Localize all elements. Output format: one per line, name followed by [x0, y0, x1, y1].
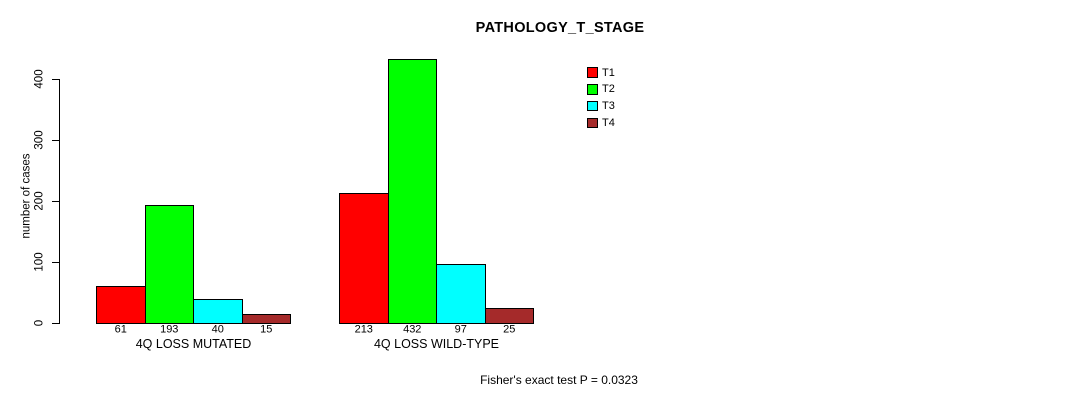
bar-t2-group1 [144, 205, 194, 324]
bar-value-label: 97 [454, 323, 467, 336]
bar-value-label: 15 [260, 323, 273, 336]
legend-label-t2: T2 [602, 83, 615, 96]
legend-swatch-t3 [587, 100, 598, 112]
y-axis-tick-label: 400 [32, 69, 45, 89]
y-axis-tick [51, 323, 59, 324]
bar-value-label: 193 [160, 323, 179, 336]
legend-swatch-t2 [587, 84, 598, 95]
y-axis-tick [51, 78, 59, 80]
category-label-group1: 4Q LOSS MUTATED [135, 336, 252, 351]
bar-value-label: 432 [403, 323, 422, 336]
y-axis-tick-label: 300 [32, 130, 45, 150]
legend-label-t1: T1 [602, 66, 615, 79]
bar-t3-group1 [193, 298, 243, 324]
y-axis-tick [51, 139, 59, 141]
chart-title: PATHOLOGY_T_STAGE [475, 20, 645, 36]
y-axis-label: number of cases [20, 153, 33, 239]
bar-t1-group2 [339, 192, 389, 324]
legend-label-t4: T4 [602, 116, 615, 129]
legend-item-t2: T2 [587, 83, 615, 95]
fisher-test-annotation: Fisher's exact test P = 0.0323 [480, 373, 638, 387]
legend-swatch-t4 [587, 117, 598, 129]
bar-t4-group2 [484, 307, 534, 324]
bar-value-label: 25 [503, 323, 516, 336]
legend-item-t3: T3 [587, 100, 615, 112]
bar-t1-group1 [96, 285, 146, 324]
legend-label-t3: T3 [602, 100, 615, 113]
y-axis-tick-label: 200 [32, 191, 45, 211]
legend-item-t1: T1 [587, 67, 615, 79]
bar-t3-group2 [436, 263, 486, 324]
y-axis-tick [51, 200, 59, 202]
y-axis-tick-label: 0 [32, 319, 45, 327]
bar-value-label: 61 [114, 323, 127, 336]
bar-t4-group1 [241, 313, 291, 324]
y-axis-tick [51, 261, 59, 263]
y-axis-line [58, 78, 60, 324]
category-label-group2: 4Q LOSS WILD-TYPE [373, 336, 500, 351]
legend-swatch-t1 [587, 67, 598, 78]
bar-t2-group2 [387, 59, 437, 324]
bar-value-label: 213 [354, 323, 373, 336]
bar-value-label: 40 [211, 323, 224, 336]
y-axis-tick-label: 100 [32, 252, 45, 272]
legend-item-t4: T4 [587, 117, 615, 129]
